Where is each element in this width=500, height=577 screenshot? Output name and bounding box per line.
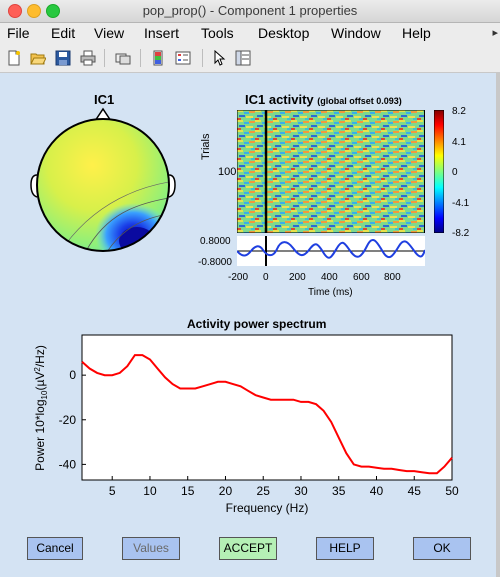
spectrum-xtick-label: 30 [294, 484, 308, 498]
spectrum-chart[interactable]: 5 10 15 20 25 30 35 40 45 50 0 -20 -40 Frequency (Hz… [30, 330, 470, 525]
link-icon[interactable] [115, 50, 131, 66]
save-icon[interactable] [55, 50, 71, 66]
toolbar-separator [140, 49, 141, 67]
spectrum-ytick-label: 0 [69, 368, 76, 382]
erp-trace[interactable] [237, 236, 425, 266]
erp-xtick: 600 [353, 272, 370, 283]
menu-desktop[interactable]: Desktop [258, 25, 310, 41]
menu-help[interactable]: Help [402, 25, 431, 41]
colorbar-tick: -8.2 [452, 228, 470, 239]
left-ear-icon [30, 174, 38, 198]
window-edge-scrollbar[interactable] [496, 72, 500, 577]
erp-image-title: IC1 activity (global offset 0.093) [245, 92, 402, 107]
erp-xtick: -200 [228, 272, 249, 283]
menu-file[interactable]: File [7, 25, 30, 41]
spectrum-title: Activity power spectrum [187, 317, 327, 331]
erp-image-ytick: 100 [218, 166, 237, 178]
help-button[interactable]: HELP [316, 537, 374, 560]
menu-tools[interactable]: Tools [201, 25, 234, 41]
figure-toolbar [0, 44, 500, 73]
menu-overflow-icon[interactable]: ▸ [492, 27, 498, 39]
erp-image-panel[interactable] [237, 110, 425, 233]
menu-view[interactable]: View [94, 25, 125, 41]
colorbar-tick: 8.2 [452, 106, 466, 117]
spectrum-ylabel: Power 10*log10(µV2/Hz) [33, 345, 49, 471]
spectrum-xtick-label: 40 [370, 484, 384, 498]
erp-colorbar[interactable] [434, 110, 444, 233]
zoom-window-icon[interactable] [46, 4, 60, 18]
values-button[interactable]: Values [122, 537, 180, 560]
erp-ytick: -0.8000 [198, 257, 232, 268]
colorbar-tick: 4.1 [452, 137, 466, 148]
close-window-icon[interactable] [8, 4, 22, 18]
menu-bar: File Edit View Insert Tools Desktop Wind… [0, 23, 500, 44]
ok-button[interactable]: OK [413, 537, 471, 560]
window-title: pop_prop() - Component 1 properties [142, 3, 358, 18]
spectrum-series-line [81, 354, 453, 475]
erp-xtick: 400 [321, 272, 338, 283]
spectrum-xlabel: Frequency (Hz) [226, 501, 309, 515]
spectrum-xtick-label: 5 [109, 484, 116, 498]
legend-icon[interactable] [175, 50, 191, 66]
toolbar-separator [104, 49, 105, 67]
menu-window[interactable]: Window [331, 25, 381, 41]
property-editor-icon[interactable] [235, 50, 251, 66]
erp-xtick: 200 [289, 272, 306, 283]
spectrum-axes [81, 334, 453, 481]
spectrum-xtick-label: 15 [181, 484, 195, 498]
pointer-icon[interactable] [212, 50, 228, 66]
right-ear-icon [168, 174, 176, 198]
spectrum-xtick-label: 50 [445, 484, 459, 498]
spectrum-ytick-label: -20 [59, 413, 77, 427]
spectrum-xtick-label: 10 [143, 484, 157, 498]
cancel-button[interactable]: Cancel [27, 537, 83, 560]
erp-xtick: 0 [263, 272, 269, 283]
new-icon[interactable] [6, 50, 22, 66]
erp-ytick: 0.8000 [200, 236, 231, 247]
spectrum-xtick-label: 45 [408, 484, 422, 498]
minimize-window-icon[interactable] [27, 4, 41, 18]
open-icon[interactable] [30, 50, 46, 66]
spectrum-xtick-label: 35 [332, 484, 346, 498]
print-icon[interactable] [80, 50, 96, 66]
spectrum-xtick-label: 25 [257, 484, 271, 498]
colorbar-tick: 0 [452, 167, 458, 178]
menu-edit[interactable]: Edit [51, 25, 76, 41]
menu-insert[interactable]: Insert [144, 25, 180, 41]
erp-xlabel: Time (ms) [308, 287, 353, 298]
spectrum-xtick-label: 20 [219, 484, 233, 498]
erp-xtick: 800 [384, 272, 401, 283]
spectrum-ytick-label: -40 [59, 457, 77, 471]
title-bar: pop_prop() - Component 1 properties [0, 0, 500, 23]
accept-button[interactable]: ACCEPT [219, 537, 277, 560]
colorbar-tick: -4.1 [452, 198, 470, 209]
nose-icon [94, 107, 112, 122]
toolbar-separator [202, 49, 203, 67]
scalp-topography[interactable] [25, 105, 185, 265]
topo-title: IC1 [94, 92, 115, 107]
colorbar-icon[interactable] [150, 50, 166, 66]
erp-image-ylabel: Trials [200, 133, 212, 160]
